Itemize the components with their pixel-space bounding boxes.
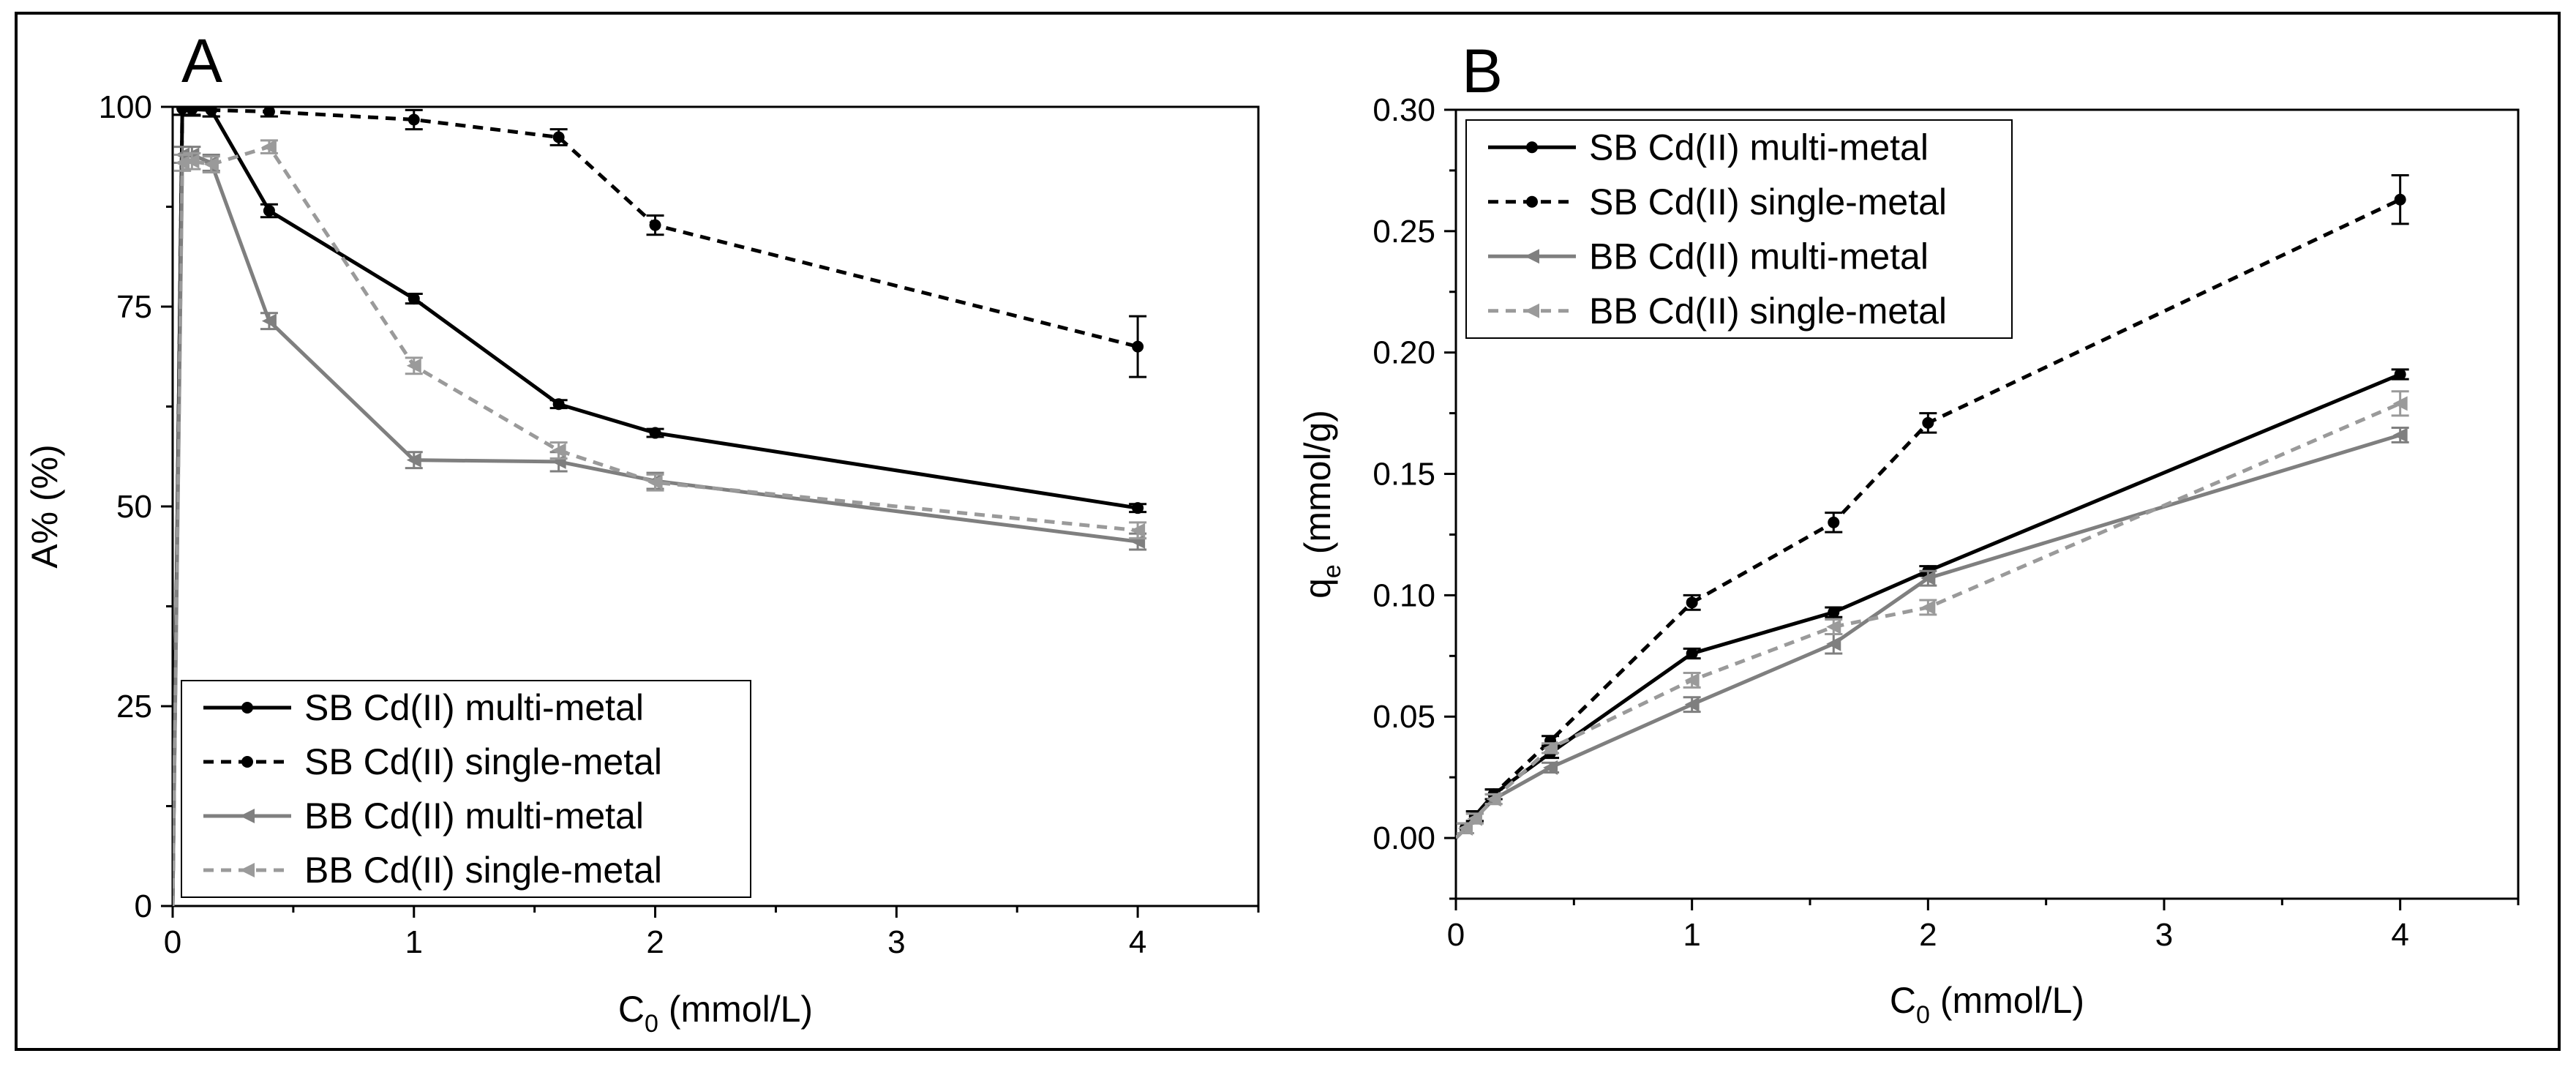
data-point [184,154,200,169]
series-group [173,107,1147,906]
data-point [175,155,190,171]
data-point [552,131,565,143]
data-point [263,204,275,217]
data-point [406,358,421,373]
legend-entry-label: SB Cd(II) multi-metal [304,687,644,728]
legend-entry-label: BB Cd(II) multi-metal [1589,236,1929,277]
x-tick-label: 1 [405,924,423,960]
data-point [186,107,198,115]
legend-swatch-marker [241,756,253,768]
plot-area-frame [1454,108,2520,900]
legend-frame [1465,119,2013,339]
data-point [1920,571,1936,586]
data-point [1828,516,1840,528]
y-tick-label: 0.15 [1373,457,1435,493]
x-tick-label: 2 [1919,917,1937,953]
y-tick-label: 25 [116,689,152,725]
legend-entry-label: BB Cd(II) multi-metal [304,795,644,836]
y-tick-label: 0.10 [1373,577,1435,613]
data-point [2392,396,2408,411]
legend-swatch-marker [1525,249,1539,264]
data-point [2394,193,2406,206]
y-tick-label: 0 [135,888,152,924]
legend-swatch-marker [240,809,255,823]
data-point [1684,673,1700,688]
y-tick-label: 50 [116,489,152,525]
data-point [1826,619,1841,634]
legend-swatch-marker [1526,141,1538,154]
y-axis-label: A% (%) [24,444,65,568]
data-point [1686,596,1698,609]
y-tick-label: 75 [116,289,152,325]
y-tick-label: 0.05 [1373,699,1435,735]
data-point [1922,416,1934,429]
data-point [1684,697,1700,712]
legend-entry-label: SB Cd(II) multi-metal [1589,127,1929,168]
data-point [203,157,219,172]
data-point [1826,636,1841,651]
x-tick-label: 0 [164,924,181,960]
legend: SB Cd(II) multi-metal SB Cd(II) single-me… [1465,119,2013,339]
y-axis-label: qe (mmol/g) [1297,410,1346,599]
x-tick-label: 1 [1683,917,1700,953]
x-tick-label: 2 [646,924,664,960]
data-point [552,398,565,411]
data-point [647,475,663,490]
data-point [176,107,189,115]
data-point [261,313,277,329]
data-point [1457,820,1473,836]
data-point [551,443,566,458]
legend-entry-label: BB Cd(II) single-metal [1589,291,1947,332]
legend: SB Cd(II) multi-metal SB Cd(II) single-me… [181,680,751,898]
data-point [649,427,661,439]
series-group [1456,390,2409,839]
data-point [1828,606,1840,618]
x-tick-label: 3 [887,924,905,960]
x-tick-label: 3 [2155,917,2173,953]
data-point [408,293,420,305]
data-point [1686,647,1698,659]
data-point [1130,523,1146,538]
data-point [1486,792,1501,807]
x-tick-label: 4 [2391,917,2408,953]
panel-letter: B [1462,37,1503,105]
y-tick-label: 0.25 [1373,214,1435,250]
data-point [205,107,217,116]
legend-swatch-marker [241,702,253,714]
data-point [1543,760,1558,775]
series-group [173,139,1147,906]
data-point [406,452,421,468]
data-point [408,113,420,126]
data-point [649,219,661,231]
legend-entry-label: SB Cd(II) single-metal [304,741,662,782]
data-point [261,139,277,154]
legend-swatch-marker [1525,303,1539,318]
data-point [1467,811,1482,826]
legend-frame [181,680,751,898]
y-tick-label: 100 [99,89,152,125]
data-point [1132,340,1144,353]
data-point [1543,741,1558,756]
legend-entry-label: SB Cd(II) single-metal [1589,181,1947,222]
data-point [1132,502,1144,514]
panel-b-chart: 0 1 2 3 4 0.00 0.05 0.10 0.15 0.20 0.25 0.30 B C0 (mm… [1297,37,2520,1029]
data-point [263,107,275,118]
y-tick-label: 0.20 [1373,335,1435,371]
y-tick-label: 0.00 [1373,820,1435,856]
legend-entry-label: BB Cd(II) single-metal [304,850,662,891]
data-point [2394,368,2406,381]
panel-a-chart: 0 1 2 3 4 0 25 50 75 100 A C0 (mmol/L) A% (%) SB Cd(I… [24,26,1260,1038]
x-tick-label: 4 [1129,924,1146,960]
x-axis-label: C0 (mmol/L) [1890,980,2084,1029]
x-tick-label: 0 [1447,917,1465,953]
legend-swatch-marker [240,863,255,877]
legend-swatch-marker [1526,195,1538,208]
y-tick-label: 0.30 [1373,92,1435,128]
x-axis-label: C0 (mmol/L) [618,989,813,1038]
data-point [2392,427,2408,443]
panel-letter: A [181,26,222,95]
data-point [1920,599,1936,615]
